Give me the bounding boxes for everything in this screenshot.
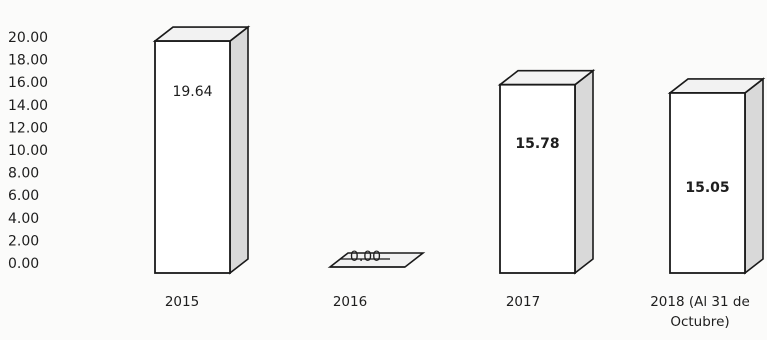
data-label: 15.05: [685, 180, 729, 196]
x-tick-label: Octubre): [670, 314, 729, 330]
y-tick-label: 16.00: [8, 75, 48, 91]
bar: [499, 83, 576, 274]
bar-group: 0.00: [327, 249, 426, 268]
y-tick-label: 12.00: [8, 120, 48, 136]
y-tick-label: 4.00: [8, 211, 39, 227]
bars: 19.64 0.00 15.78 15.05: [152, 25, 766, 275]
bar-side: [574, 69, 594, 275]
y-tick-label: 14.00: [8, 98, 48, 114]
x-axis: 2015 2016 2017 2018 (Al 31 de Octubre): [165, 294, 750, 330]
x-tick-label: 2017: [506, 294, 540, 310]
x-tick-label: 2018 (Al 31 de: [650, 294, 750, 310]
bar-group: 15.05: [667, 77, 766, 275]
y-tick-label: 6.00: [8, 188, 39, 204]
y-tick-label: 20.00: [8, 30, 48, 46]
bar-group: 15.78: [497, 69, 596, 275]
y-tick-label: 18.00: [8, 53, 48, 69]
bar-side: [229, 25, 249, 275]
data-label: 0.00: [350, 249, 381, 265]
bar-group: 19.64: [152, 25, 251, 275]
data-label: 15.78: [515, 136, 559, 152]
bar-side: [744, 77, 764, 275]
y-tick-label: 8.00: [8, 166, 39, 182]
y-tick-label: 0.00: [8, 256, 39, 272]
data-label: 19.64: [172, 84, 212, 100]
x-tick-label: 2016: [333, 294, 367, 310]
bar: [669, 92, 746, 274]
bar: [154, 40, 231, 274]
y-axis: 0.00 2.00 4.00 6.00 8.00 10.00 12.00 14.00 16.00…: [8, 30, 48, 272]
y-tick-label: 10.00: [8, 143, 48, 159]
y-tick-label: 2.00: [8, 233, 39, 249]
x-tick-label: 2015: [165, 294, 199, 310]
